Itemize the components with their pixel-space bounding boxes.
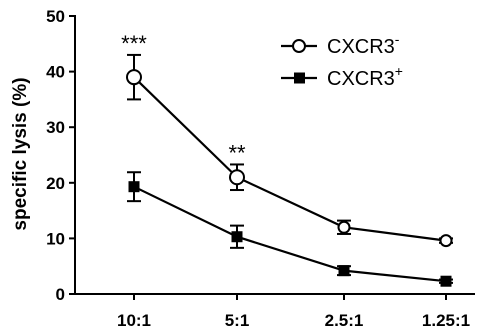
legend-item-2: CXCR3+ bbox=[281, 63, 403, 90]
series-2 bbox=[127, 171, 453, 287]
y-tick-label: 40 bbox=[46, 63, 65, 82]
legend-marker bbox=[294, 72, 305, 84]
data-point bbox=[231, 231, 243, 243]
x-tick-label: 2.5:1 bbox=[325, 311, 364, 330]
significance-marker: ** bbox=[228, 140, 246, 165]
x-tick-label: 5:1 bbox=[225, 311, 250, 330]
series-line bbox=[133, 76, 447, 242]
y-tick-label: 0 bbox=[56, 285, 65, 304]
data-point bbox=[440, 275, 452, 287]
data-point bbox=[338, 265, 350, 277]
legend-marker bbox=[292, 39, 306, 53]
legend-label: CXCR3+ bbox=[327, 63, 403, 90]
series-line bbox=[133, 185, 447, 283]
data-point bbox=[229, 169, 245, 186]
x-tick-label: 10:1 bbox=[117, 311, 151, 330]
y-tick-label: 50 bbox=[46, 7, 65, 26]
legend-item-1: CXCR3- bbox=[281, 31, 400, 58]
significance-marker: *** bbox=[121, 31, 147, 56]
x-tick-label: 1.25:1 bbox=[422, 311, 470, 330]
data-point bbox=[126, 69, 142, 86]
series-1 bbox=[126, 53, 453, 248]
y-tick-label: 20 bbox=[46, 174, 65, 193]
annotation-layer: ***** bbox=[121, 31, 246, 166]
y-tick-label: 10 bbox=[46, 229, 65, 248]
legend: CXCR3- CXCR3+ bbox=[281, 31, 403, 90]
y-axis-title: specific lysis (%) bbox=[10, 77, 31, 230]
y-tick-label: 30 bbox=[46, 118, 65, 137]
data-point bbox=[337, 220, 351, 234]
series-layer bbox=[126, 53, 453, 287]
legend-label: CXCR3- bbox=[327, 31, 400, 58]
axes: 0 10 20 30 40 50 10:1 5:1 2.5:1 1.25:1 bbox=[46, 7, 475, 330]
data-point bbox=[439, 234, 453, 248]
data-point bbox=[128, 181, 140, 193]
